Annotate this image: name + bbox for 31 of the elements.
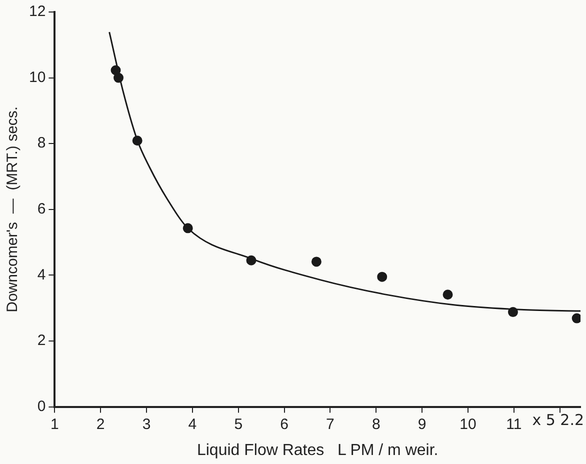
y-tick-label: 12	[28, 3, 46, 20]
y-axis-title: Downcomer's — (MRT.) secs.	[4, 106, 22, 312]
x-tick-label: 7	[326, 416, 334, 433]
point	[132, 136, 142, 146]
point	[246, 255, 256, 266]
x-tick-label: 9	[418, 416, 426, 433]
y-tick-label: 2	[37, 332, 46, 350]
x-axis-title: Liquid Flow Rates L PM / m weir.	[196, 442, 438, 459]
y-tick-label: 10	[28, 68, 46, 86]
point	[311, 256, 322, 267]
x-tick-label: 6	[280, 416, 288, 433]
x-tick-label: 5	[234, 416, 243, 433]
y-tick-label: 0	[37, 398, 46, 415]
point	[377, 272, 388, 282]
x-tick-label: 10	[460, 416, 476, 433]
point	[110, 65, 121, 76]
x-tick-label: 4	[188, 416, 197, 433]
point	[442, 290, 453, 300]
point	[182, 223, 193, 234]
x-tick-label: 2	[96, 416, 105, 433]
point	[114, 72, 124, 83]
point	[572, 313, 580, 324]
y-tick-label: 8	[37, 134, 46, 152]
x-tick-label: 3	[142, 416, 151, 433]
x-tick-label: 11	[506, 416, 522, 433]
text: x 5 2.2	[532, 411, 584, 430]
point	[508, 307, 518, 318]
x-tick-label: 8	[372, 416, 380, 433]
y-tick-label: 4	[37, 266, 46, 284]
x-tick-label: 1	[50, 416, 59, 433]
y-tick-label: 6	[37, 200, 46, 218]
